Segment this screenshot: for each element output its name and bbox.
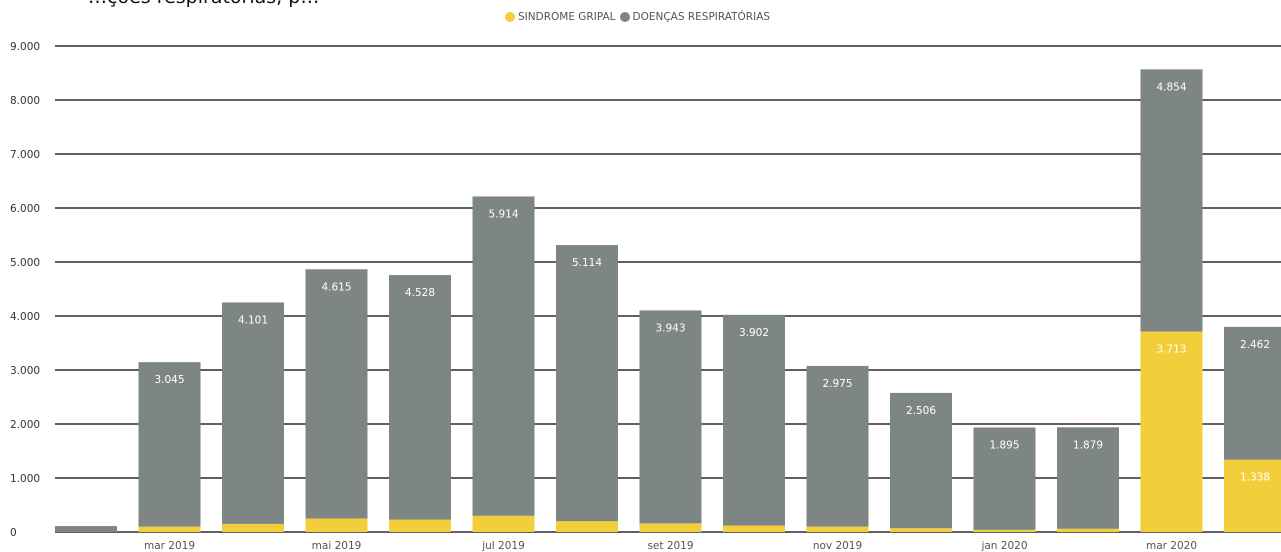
bar-sindrome-gripal (138, 526, 201, 532)
x-tick-label: nov 2019 (813, 540, 862, 552)
bar-sindrome-gripal (305, 518, 368, 532)
data-label-sindrome-gripal: 3.713 (1156, 343, 1186, 355)
bar-doencas-respiratorias (973, 427, 1036, 530)
data-label-doencas-respiratorias: 3.902 (739, 327, 769, 339)
data-label-doencas-respiratorias: 2.506 (906, 405, 936, 417)
bar-doencas-respiratorias (472, 196, 535, 516)
y-tick-label: 1.000 (10, 473, 40, 485)
x-tick-label: mar 2020 (1146, 540, 1197, 552)
legend-item-sindrome-gripal[interactable]: SINDROME GRIPAL (505, 11, 616, 23)
bar-doencas-respiratorias (890, 392, 952, 529)
page-title: …ções respiratórias, p… (88, 0, 319, 8)
bar-sindrome-gripal (639, 523, 702, 532)
bar-doencas-respiratorias (806, 365, 869, 527)
y-tick-label: 2.000 (10, 419, 40, 431)
y-tick-label: 3.000 (10, 365, 40, 377)
data-label-doencas-respiratorias: 3.943 (655, 322, 685, 334)
y-tick-label: 5.000 (10, 257, 40, 269)
bar-sindrome-gripal (389, 519, 451, 532)
data-label-sindrome-gripal: 1.338 (1240, 472, 1270, 484)
bar-doencas-respiratorias (723, 314, 785, 526)
bar-doencas-respiratorias (1140, 69, 1203, 332)
bar-sindrome-gripal (472, 515, 535, 532)
bar-sindrome-gripal (973, 529, 1036, 532)
bar-sindrome-gripal (222, 523, 284, 532)
x-tick-label: jul 2019 (481, 540, 525, 552)
legend-swatch-doencas-respiratorias (619, 12, 630, 22)
legend-item-doencas-respiratorias[interactable]: DOENÇAS RESPIRATÓRIAS (619, 11, 771, 23)
legend-label-doencas-respiratorias: DOENÇAS RESPIRATÓRIAS (632, 11, 771, 23)
y-tick-label: 4.000 (10, 311, 40, 323)
chart-legend: SINDROME GRIPAL DOENÇAS RESPIRATÓRIAS (505, 11, 774, 23)
bar-doencas-respiratorias (222, 302, 284, 524)
y-tick-label: 9.000 (10, 41, 40, 53)
bar-sindrome-gripal (1057, 528, 1119, 532)
x-tick-label: mar 2019 (144, 540, 195, 552)
bar-doencas-respiratorias (305, 269, 368, 519)
bar-sindrome-gripal (806, 526, 869, 532)
data-label-doencas-respiratorias: 5.914 (488, 208, 518, 220)
y-tick-label: 6.000 (10, 203, 40, 215)
bars: 3.045 4.101 4.615 4.528 5.914 5.114 3.943 3.902… (55, 69, 1281, 532)
legend-swatch-sindrome-gripal (505, 12, 515, 22)
data-label-doencas-respiratorias: 1.879 (1073, 439, 1103, 451)
data-label-doencas-respiratorias: 2.975 (822, 378, 852, 390)
y-axis: 0 1.000 2.000 3.000 4.000 5.000 6.000 7.000 8.00… (10, 41, 40, 539)
bar-doencas-respiratorias (389, 275, 451, 520)
bar-sindrome-gripal (723, 525, 785, 532)
bar-doencas-respiratorias (138, 362, 201, 527)
x-axis: mar 2019 mai 2019 jul 2019 set 2019 nov 2019… (144, 540, 1197, 552)
y-tick-label: 7.000 (10, 149, 40, 161)
x-tick-label: jan 2020 (980, 540, 1027, 552)
data-label-doencas-respiratorias: 4.528 (405, 287, 435, 299)
bar-doencas-respiratorias (55, 526, 117, 532)
data-label-doencas-respiratorias: 4.615 (321, 281, 351, 293)
y-tick-label: 0 (10, 527, 17, 539)
data-label-doencas-respiratorias: 4.854 (1156, 81, 1186, 93)
x-tick-label: mai 2019 (312, 540, 362, 552)
bar-doencas-respiratorias (1224, 326, 1281, 460)
y-tick-label: 8.000 (10, 95, 40, 107)
bar-sindrome-gripal (890, 528, 952, 532)
bar-doencas-respiratorias (639, 310, 702, 524)
legend-label-sindrome-gripal: SINDROME GRIPAL (518, 11, 616, 23)
bar-doencas-respiratorias (1057, 427, 1119, 529)
data-label-doencas-respiratorias: 3.045 (154, 374, 184, 386)
bar-doencas-respiratorias (556, 245, 618, 522)
data-label-doencas-respiratorias: 4.101 (238, 314, 268, 326)
x-tick-label: set 2019 (647, 540, 693, 552)
data-label-doencas-respiratorias: 2.462 (1240, 339, 1270, 351)
bar-sindrome-gripal (1224, 459, 1281, 532)
bar-sindrome-gripal (556, 521, 618, 532)
data-label-doencas-respiratorias: 1.895 (989, 440, 1019, 452)
data-label-doencas-respiratorias: 5.114 (572, 257, 602, 269)
bar-sindrome-gripal (1140, 331, 1203, 532)
